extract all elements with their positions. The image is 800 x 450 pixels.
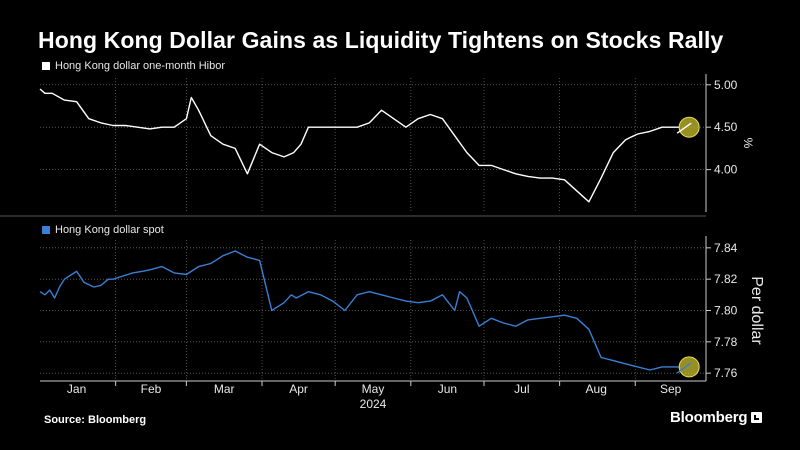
legend-spot: Hong Kong dollar spot xyxy=(42,224,164,236)
series-line-hibor xyxy=(39,88,680,203)
y-tick-label-hibor-2: 4.00 xyxy=(714,163,738,177)
x-axis-year-label: 2024 xyxy=(360,397,387,411)
legend-label-spot: Hong Kong dollar spot xyxy=(55,224,164,236)
legend-label-hibor: Hong Kong dollar one-month Hibor xyxy=(55,60,225,72)
series-end-spot xyxy=(676,362,692,374)
x-tick-label-feb: Feb xyxy=(141,382,162,396)
x-tick-label-jun: Jun xyxy=(438,382,457,396)
x-tick-label-mar: Mar xyxy=(214,382,235,396)
chart-title: Hong Kong Dollar Gains as Liquidity Tigh… xyxy=(38,27,724,53)
spot-panel: 7.84 7.82 7.80 7.78 7.76 Per dollar xyxy=(39,236,765,381)
y-axis-title-spot: Per dollar xyxy=(748,276,765,345)
legend-swatch-spot xyxy=(42,226,50,234)
y-axis-title-hibor: % xyxy=(741,138,755,149)
y-tick-label-spot-1: 7.82 xyxy=(714,272,738,286)
x-tick-label-jul: Jul xyxy=(514,382,529,396)
highlight-marker-spot xyxy=(678,356,700,378)
x-tick-label-may: May xyxy=(362,382,385,396)
y-tick-label-spot-2: 7.80 xyxy=(714,304,738,318)
y-tick-label-hibor-0: 5.00 xyxy=(714,78,738,92)
y-tick-label-spot-0: 7.84 xyxy=(714,241,738,255)
bloomberg-logo: Bloomberg xyxy=(670,409,763,426)
hibor-panel: 5.00 4.50 4.00% xyxy=(39,74,755,212)
source-note: Source: Bloomberg xyxy=(44,414,147,426)
highlight-marker-hibor xyxy=(678,116,700,138)
y-tick-label-spot-3: 7.78 xyxy=(714,335,738,349)
y-tick-label-hibor-1: 4.50 xyxy=(714,120,738,134)
x-tick-label-jan: Jan xyxy=(67,382,86,396)
x-tick-label-aug: Aug xyxy=(586,382,607,396)
y-tick-label-spot-4: 7.76 xyxy=(714,366,738,380)
x-axis: Jan Feb Mar Apr May Jun Jul Aug Sep 2024 xyxy=(0,215,706,411)
x-tick-label-sep: Sep xyxy=(660,382,682,396)
legend-hibor: Hong Kong dollar one-month Hibor xyxy=(42,60,225,72)
bloomberg-chart-icon xyxy=(751,412,763,423)
x-tick-label-apr: Apr xyxy=(289,382,308,396)
legend-swatch-hibor xyxy=(42,62,50,70)
series-line-spot xyxy=(39,250,680,371)
brand-name: Bloomberg xyxy=(670,409,748,426)
series-end-hibor xyxy=(676,122,692,134)
